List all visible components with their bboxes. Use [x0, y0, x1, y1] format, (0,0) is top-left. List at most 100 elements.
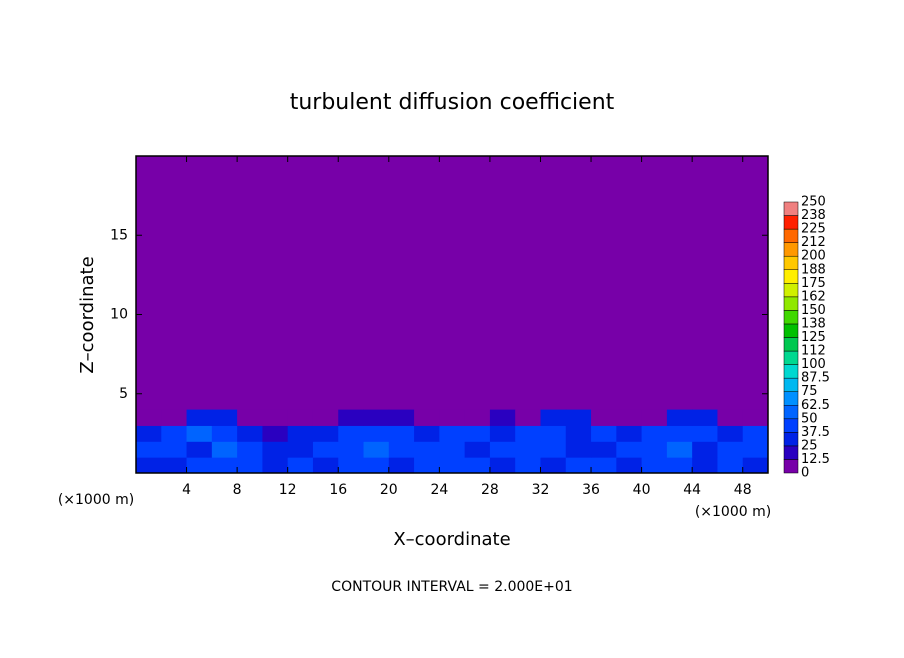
colorbar-band	[783, 201, 799, 216]
contour-cell	[186, 441, 213, 458]
contour-cell	[742, 409, 769, 426]
contour-cell	[414, 425, 440, 442]
y-tick-label: 15	[110, 227, 128, 243]
contour-cell	[489, 425, 516, 442]
contour-cell	[591, 409, 617, 426]
contour-cell	[338, 441, 365, 458]
colorbar-band	[783, 459, 799, 474]
x-tick-label: 32	[532, 482, 550, 498]
colorbar-label: 250	[801, 195, 826, 210]
contour-cell	[692, 409, 718, 426]
contour-cell	[641, 409, 668, 426]
contour-cell	[186, 425, 213, 442]
contour-cell	[363, 409, 390, 426]
contour-cell	[388, 425, 415, 442]
colorbar-band	[783, 364, 799, 379]
contour-cell	[489, 409, 516, 426]
contour-cell	[136, 409, 162, 426]
contour-cell	[363, 425, 390, 442]
contour-cell	[439, 441, 466, 458]
contour-cell	[237, 425, 263, 442]
contour-cell	[388, 457, 415, 474]
contour-cell	[464, 441, 491, 458]
contour-cell	[312, 425, 339, 442]
contour-cell	[136, 457, 162, 474]
contour-cell	[565, 409, 592, 426]
contour-cell	[414, 441, 440, 458]
contour-cell	[717, 441, 744, 458]
contour-cell	[312, 457, 339, 474]
contour-cell	[515, 441, 541, 458]
contour-cell	[666, 457, 693, 474]
colorbar-label: 112	[801, 344, 826, 359]
contour-cell	[161, 425, 188, 442]
colorbar-band	[783, 310, 799, 325]
x-unit: (×1000 m)	[58, 492, 134, 508]
contour-cell	[237, 409, 263, 426]
x-tick-label: 16	[329, 482, 347, 498]
colorbar-label: 75	[801, 384, 818, 399]
contour-cell	[565, 457, 592, 474]
contour-cell	[439, 425, 466, 442]
contour-cell	[262, 457, 289, 474]
contour-cell	[717, 457, 744, 474]
colorbar-label: 50	[801, 411, 818, 426]
contour-cell	[464, 425, 491, 442]
colorbar-label: 138	[801, 316, 826, 331]
contour-cell	[565, 441, 592, 458]
contour-cell	[211, 409, 238, 426]
colorbar-band	[783, 391, 799, 406]
y-axis-label: Z–coordinate	[77, 256, 98, 373]
contour-cell	[692, 441, 718, 458]
contour-cell	[591, 441, 617, 458]
contour-cell	[515, 409, 541, 426]
contour-cell	[742, 457, 769, 474]
contour-cell	[136, 441, 162, 458]
x-axis-label: X–coordinate	[393, 529, 510, 550]
contour-cell	[211, 441, 238, 458]
contour-cell	[616, 425, 643, 442]
x-tick-label: 40	[633, 482, 651, 498]
contour-cell	[161, 441, 188, 458]
colorbar-label: 225	[801, 222, 826, 237]
colorbar-label: 125	[801, 330, 826, 345]
contour-cell	[616, 457, 643, 474]
contour-cell	[692, 425, 718, 442]
contour-cell	[540, 425, 567, 442]
contour-cell	[338, 409, 365, 426]
contour-cell	[388, 409, 415, 426]
x-unit: (×1000 m)	[695, 504, 771, 520]
contour-cell	[616, 409, 643, 426]
contour-cell	[439, 457, 466, 474]
x-tick-label: 36	[582, 482, 600, 498]
colorbar-band	[783, 432, 799, 447]
contour-cell	[515, 425, 541, 442]
colorbar-band	[783, 242, 799, 257]
colorbar-label: 62.5	[801, 398, 830, 413]
contour-cell	[489, 441, 516, 458]
contour-cell	[186, 409, 213, 426]
contour-cell	[338, 457, 365, 474]
contour-cell	[186, 457, 213, 474]
contour-cell	[287, 457, 314, 474]
contour-cell	[262, 441, 289, 458]
colorbar-band	[783, 323, 799, 338]
contour-cell	[312, 409, 339, 426]
contour-cell	[161, 457, 188, 474]
colorbar-band	[783, 269, 799, 284]
colorbar-label: 12.5	[801, 452, 830, 467]
contour-cell	[742, 441, 769, 458]
x-tick-label: 20	[380, 482, 398, 498]
colorbar-label: 37.5	[801, 425, 830, 440]
y-tick-label: 5	[119, 386, 128, 402]
contour-cell	[363, 457, 390, 474]
colorbar-label: 0	[801, 466, 809, 481]
contour-cell	[742, 425, 769, 442]
colorbar-band	[783, 445, 799, 460]
colorbar-band	[783, 337, 799, 352]
chart-title: turbulent diffusion coefficient	[290, 90, 615, 115]
x-tick-label: 4	[182, 482, 191, 498]
contour-cell	[338, 425, 365, 442]
x-tick-label: 24	[430, 482, 448, 498]
contour-cell	[540, 457, 567, 474]
